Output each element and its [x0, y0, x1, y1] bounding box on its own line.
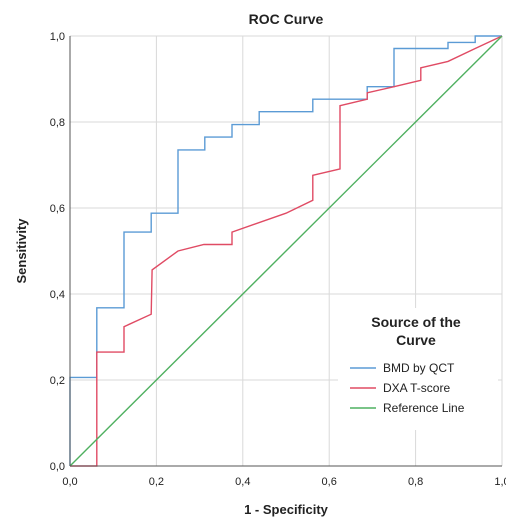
- x-tick-label: 0,8: [408, 476, 423, 488]
- grid: [69, 35, 503, 467]
- y-tick-label: 0,6: [50, 203, 65, 215]
- tick-labels: 0,0 0,2 0,4 0,6 0,8 1,0 0,0 0,2 0,4 0,6 0,8 1,0: [50, 31, 506, 488]
- legend-label-dxa-t-score: DXA T-score: [383, 381, 450, 395]
- y-tick-label: 1,0: [50, 31, 65, 43]
- axes: [69, 36, 502, 467]
- y-tick-label: 0,4: [50, 289, 65, 301]
- y-axis-label: Sensitivity: [14, 218, 29, 284]
- legend-background: [338, 308, 498, 430]
- y-tick-label: 0,2: [50, 375, 65, 387]
- x-tick-label: 0,6: [322, 476, 337, 488]
- legend-title-line2: Curve: [396, 332, 436, 348]
- x-tick-label: 0,2: [149, 476, 164, 488]
- legend-label-reference-line: Reference Line: [383, 401, 465, 415]
- x-axis-label: 1 - Specificity: [244, 502, 329, 517]
- legend-title-line1: Source of the: [371, 314, 461, 330]
- legend-label-bmd-by-qct: BMD by QCT: [383, 361, 455, 375]
- y-tick-label: 0,8: [50, 117, 65, 129]
- chart-title: ROC Curve: [249, 11, 324, 27]
- y-tick-label: 0,0: [50, 461, 65, 473]
- series-line-reference-line: [69, 35, 503, 467]
- series-line-bmd-by-qct: [69, 35, 502, 466]
- legend-items: BMD by QCT DXA T-score Reference Line: [350, 361, 465, 415]
- x-tick-label: 0,4: [235, 476, 250, 488]
- series-layer: [69, 35, 503, 467]
- x-tick-label: 1,0: [494, 476, 506, 488]
- legend: Source of the Curve BMD by QCT DXA T-scor…: [338, 308, 498, 430]
- x-tick-label: 0,0: [62, 476, 77, 488]
- series-line-dxa-t-score: [70, 35, 503, 467]
